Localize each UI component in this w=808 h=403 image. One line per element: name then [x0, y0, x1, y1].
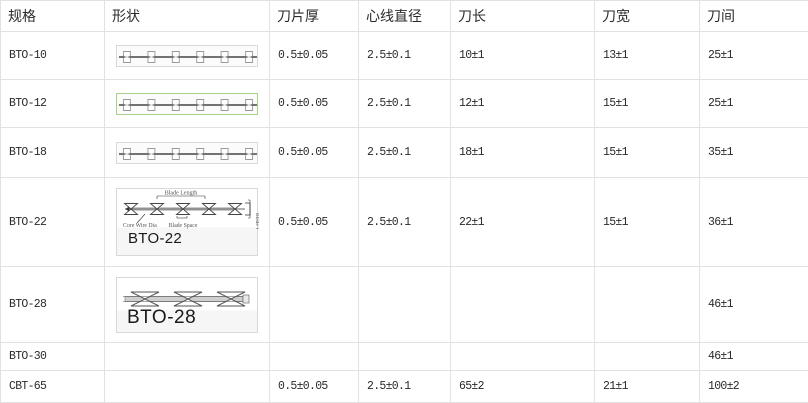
svg-text:Blade Length: Blade Length: [165, 191, 198, 197]
svg-text:Blade Space: Blade Space: [169, 223, 198, 229]
svg-text:Core Wire Dia: Core Wire Dia: [123, 223, 157, 229]
svg-text:Blade Width: Blade Width: [254, 213, 259, 229]
